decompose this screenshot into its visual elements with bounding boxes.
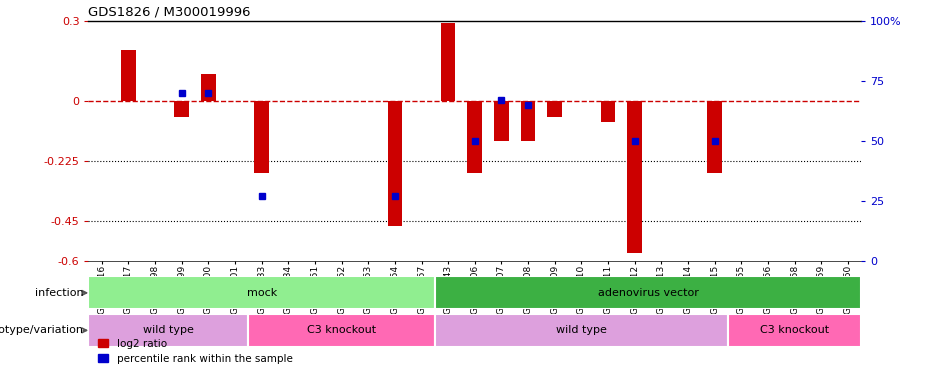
Text: genotype/variation: genotype/variation (0, 326, 84, 335)
Bar (121, 50, 136, 100)
Bar (254, 100, 269, 172)
Bar (467, 100, 482, 172)
Text: adenovirus vector: adenovirus vector (598, 288, 698, 298)
Text: GDS1826 / M300019996: GDS1826 / M300019996 (88, 5, 251, 18)
Text: C3 knockout: C3 knockout (760, 326, 830, 335)
Text: C3 knockout: C3 knockout (307, 326, 376, 335)
Bar (627, 100, 642, 253)
Bar (201, 74, 216, 100)
Bar (708, 100, 722, 172)
Bar (387, 100, 402, 226)
Bar (600, 100, 615, 122)
Bar (174, 100, 189, 117)
Bar (728, 314, 861, 347)
Legend: log2 ratio, percentile rank within the sample: log2 ratio, percentile rank within the s… (94, 334, 297, 368)
Bar (494, 100, 508, 141)
Bar (88, 314, 249, 347)
Bar (435, 276, 861, 309)
Text: mock: mock (247, 288, 277, 298)
Text: infection: infection (35, 288, 84, 298)
Text: wild type: wild type (143, 326, 194, 335)
Bar (88, 276, 435, 309)
Bar (435, 314, 728, 347)
Bar (441, 23, 455, 100)
Bar (249, 314, 435, 347)
Bar (547, 100, 562, 117)
Text: wild type: wild type (556, 326, 607, 335)
Bar (520, 100, 535, 141)
